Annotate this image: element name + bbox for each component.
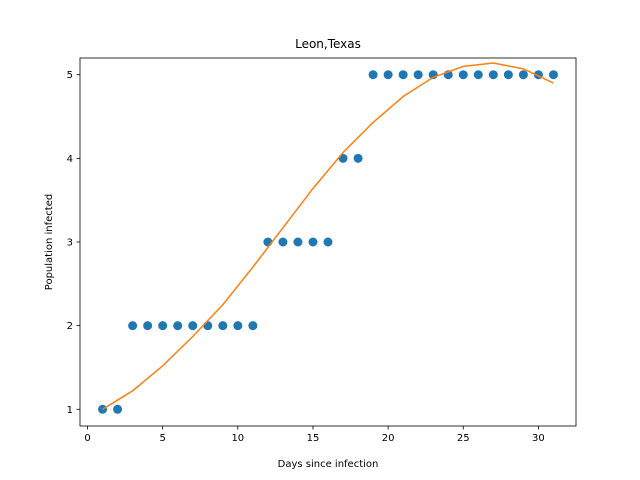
y-tick-label: 2	[67, 321, 73, 332]
data-point	[158, 321, 168, 331]
data-point	[488, 70, 498, 80]
data-point	[308, 237, 318, 247]
x-tick-label: 15	[307, 433, 320, 444]
data-point	[413, 70, 423, 80]
data-point	[398, 70, 408, 80]
data-point	[503, 70, 513, 80]
data-point	[518, 70, 528, 80]
chart-title: Leon,Texas	[295, 37, 361, 51]
data-point	[173, 321, 183, 331]
x-axis-label: Days since infection	[278, 459, 379, 470]
x-tick-label: 10	[231, 433, 244, 444]
data-point	[548, 70, 558, 80]
fit-line	[102, 62, 554, 410]
data-point	[203, 321, 213, 331]
data-point	[293, 237, 303, 247]
data-point	[323, 237, 333, 247]
data-point	[218, 321, 228, 331]
x-tick-label: 20	[382, 433, 395, 444]
x-axis: 0 5 10 15 20 25 30	[84, 426, 545, 444]
x-tick-label: 25	[457, 433, 470, 444]
y-tick-label: 4	[67, 154, 73, 165]
y-axis-label: Population infected	[44, 194, 55, 290]
y-tick-label: 5	[67, 70, 73, 81]
data-point	[113, 404, 123, 414]
data-point	[143, 321, 153, 331]
x-tick-label: 30	[532, 433, 545, 444]
data-point	[473, 70, 483, 80]
data-point	[188, 321, 198, 331]
data-point	[368, 70, 378, 80]
data-point	[263, 237, 273, 247]
y-tick-label: 1	[67, 405, 73, 416]
data-point	[128, 321, 138, 331]
data-point	[233, 321, 243, 331]
data-point	[248, 321, 258, 331]
data-point	[278, 237, 288, 247]
y-axis: 1 2 3 4 5	[67, 70, 80, 416]
x-tick-label: 5	[159, 433, 165, 444]
y-tick-label: 3	[67, 238, 73, 249]
data-point	[353, 153, 363, 163]
plot-area	[79, 57, 577, 427]
x-tick-label: 0	[84, 433, 90, 444]
data-point	[383, 70, 393, 80]
data-point	[458, 70, 468, 80]
